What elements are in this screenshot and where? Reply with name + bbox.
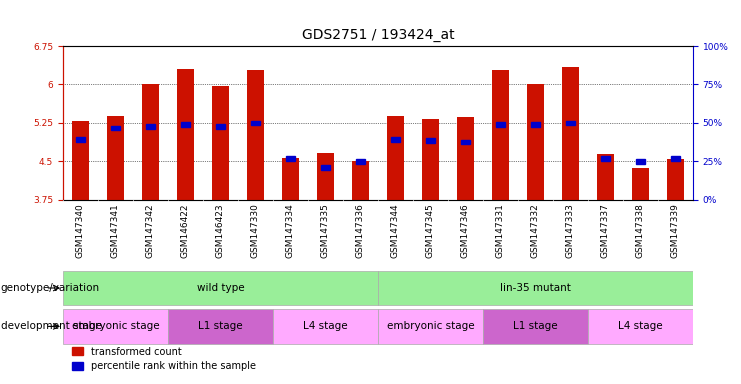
Text: GSM146422: GSM146422 — [181, 203, 190, 258]
Text: GSM147332: GSM147332 — [531, 203, 540, 258]
Text: GSM147334: GSM147334 — [286, 203, 295, 258]
Bar — [531, 122, 539, 127]
Bar — [456, 117, 474, 200]
Text: GDS2751 / 193424_at: GDS2751 / 193424_at — [302, 28, 454, 42]
Bar — [378, 309, 483, 344]
Bar — [181, 122, 190, 127]
Text: embryonic stage: embryonic stage — [72, 321, 159, 331]
Text: GSM147338: GSM147338 — [636, 203, 645, 258]
Text: GSM147346: GSM147346 — [461, 203, 470, 258]
Bar — [527, 84, 544, 200]
Bar — [588, 309, 693, 344]
Bar — [107, 116, 124, 200]
Text: L4 stage: L4 stage — [618, 321, 662, 331]
Bar — [631, 168, 649, 200]
Bar — [142, 84, 159, 200]
Text: GSM147345: GSM147345 — [426, 203, 435, 258]
Bar — [352, 161, 369, 200]
Bar — [597, 154, 614, 200]
Text: GSM147341: GSM147341 — [111, 203, 120, 258]
Bar — [636, 159, 645, 164]
Text: L1 stage: L1 stage — [513, 321, 558, 331]
Bar — [483, 309, 588, 344]
Bar — [391, 137, 400, 142]
Bar — [63, 309, 168, 344]
Text: GSM147340: GSM147340 — [76, 203, 85, 258]
Bar — [216, 124, 225, 129]
Bar — [321, 165, 330, 170]
Bar — [601, 156, 610, 161]
Legend: transformed count, percentile rank within the sample: transformed count, percentile rank withi… — [68, 343, 260, 375]
Bar — [316, 152, 334, 200]
Text: GSM147342: GSM147342 — [146, 203, 155, 258]
Bar — [146, 124, 155, 129]
Text: GSM147333: GSM147333 — [566, 203, 575, 258]
Bar — [426, 139, 435, 143]
Text: development stage: development stage — [1, 321, 102, 331]
Bar — [562, 66, 579, 200]
Text: embryonic stage: embryonic stage — [387, 321, 474, 331]
Bar — [72, 121, 89, 200]
Text: L4 stage: L4 stage — [303, 321, 348, 331]
Bar — [566, 121, 575, 125]
Text: GSM147344: GSM147344 — [391, 203, 400, 258]
Text: lin-35 mutant: lin-35 mutant — [500, 283, 571, 293]
Text: GSM147331: GSM147331 — [496, 203, 505, 258]
Bar — [387, 116, 404, 200]
Bar — [496, 122, 505, 127]
Bar — [168, 309, 273, 344]
Text: wild type: wild type — [196, 283, 245, 293]
Text: GSM147336: GSM147336 — [356, 203, 365, 258]
Bar — [247, 70, 265, 200]
Bar — [76, 137, 85, 142]
Bar — [378, 271, 693, 305]
Bar — [251, 121, 260, 125]
Text: GSM147330: GSM147330 — [251, 203, 260, 258]
Bar — [461, 139, 470, 144]
Text: GSM147339: GSM147339 — [671, 203, 679, 258]
Text: GSM147335: GSM147335 — [321, 203, 330, 258]
Text: L1 stage: L1 stage — [198, 321, 243, 331]
Bar — [63, 271, 378, 305]
Text: GSM146423: GSM146423 — [216, 203, 225, 258]
Text: genotype/variation: genotype/variation — [1, 283, 100, 293]
Bar — [356, 159, 365, 164]
Bar — [667, 159, 684, 200]
Bar — [491, 70, 509, 200]
Bar — [671, 156, 679, 161]
Bar — [212, 86, 229, 200]
Bar — [282, 158, 299, 200]
Bar — [111, 126, 120, 130]
Bar — [273, 309, 378, 344]
Bar — [286, 156, 295, 161]
Text: GSM147337: GSM147337 — [601, 203, 610, 258]
Bar — [176, 69, 194, 200]
Bar — [422, 119, 439, 200]
